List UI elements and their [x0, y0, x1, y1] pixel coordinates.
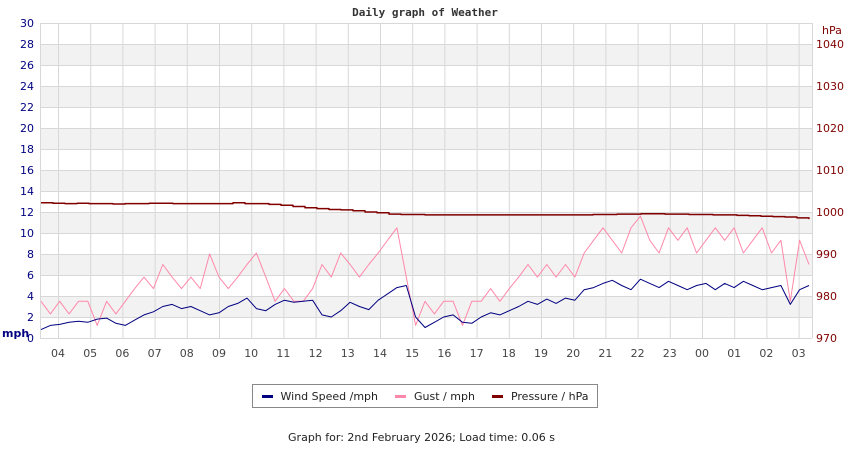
svg-text:24: 24 [20, 80, 34, 93]
svg-text:20: 20 [566, 347, 580, 360]
legend-item-pressure: Pressure / hPa [491, 389, 589, 403]
svg-text:18: 18 [20, 143, 34, 156]
right-axis-label: hPa [822, 24, 842, 37]
svg-text:1000: 1000 [816, 206, 844, 219]
svg-text:22: 22 [20, 101, 34, 114]
legend-label-wind: Wind Speed /mph [280, 389, 379, 403]
horizontal-gridlines [40, 23, 812, 339]
svg-text:26: 26 [20, 59, 34, 72]
svg-text:18: 18 [502, 347, 516, 360]
svg-text:980: 980 [816, 290, 837, 303]
svg-text:04: 04 [51, 347, 65, 360]
svg-text:12: 12 [20, 206, 34, 219]
svg-text:2: 2 [27, 311, 34, 324]
svg-text:14: 14 [20, 185, 34, 198]
svg-text:01: 01 [727, 347, 741, 360]
svg-text:1040: 1040 [816, 38, 844, 51]
data-series [40, 202, 810, 331]
svg-text:14: 14 [373, 347, 387, 360]
svg-text:0: 0 [27, 332, 34, 345]
chart-title: Daily graph of Weather [352, 6, 498, 19]
legend-swatch-wind [261, 394, 273, 398]
svg-text:8: 8 [27, 248, 34, 261]
svg-text:12: 12 [309, 347, 323, 360]
svg-text:02: 02 [759, 347, 773, 360]
left-axis-label: mph [2, 327, 29, 340]
svg-text:16: 16 [20, 164, 34, 177]
svg-text:1010: 1010 [816, 164, 844, 177]
svg-text:970: 970 [816, 332, 837, 345]
vertical-gridlines [40, 23, 813, 338]
svg-text:09: 09 [212, 347, 226, 360]
svg-text:21: 21 [598, 347, 612, 360]
legend-item-gust: Gust / mph [395, 390, 475, 403]
grid-bands [40, 44, 812, 317]
svg-text:10: 10 [20, 227, 34, 240]
svg-text:00: 00 [695, 347, 709, 360]
legend-label-pressure: Pressure / hPa [510, 389, 589, 403]
svg-text:16: 16 [437, 347, 451, 360]
svg-text:15: 15 [405, 347, 419, 360]
svg-text:08: 08 [180, 347, 194, 360]
right-axis-ticks: 970 980 990 1000 1010 1020 1030 1040 [816, 38, 844, 345]
svg-text:03: 03 [792, 347, 806, 360]
svg-text:19: 19 [534, 347, 548, 360]
svg-text:13: 13 [341, 347, 355, 360]
svg-text:1020: 1020 [816, 122, 844, 135]
legend: Wind Speed /mph Gust / mph Pressure / hP… [252, 384, 598, 408]
svg-text:07: 07 [148, 347, 162, 360]
svg-text:30: 30 [20, 17, 34, 30]
svg-text:990: 990 [816, 248, 837, 261]
svg-text:28: 28 [20, 38, 34, 51]
svg-text:23: 23 [663, 347, 677, 360]
svg-text:22: 22 [631, 347, 645, 360]
svg-text:4: 4 [27, 290, 34, 303]
svg-text:05: 05 [83, 347, 97, 360]
footer-status: Graph for: 2nd February 2026; Load time:… [288, 431, 555, 444]
legend-item-wind: Wind Speed /mph [261, 389, 379, 403]
legend-swatch-pressure [491, 394, 503, 398]
svg-text:6: 6 [27, 269, 34, 282]
svg-text:1030: 1030 [816, 80, 844, 93]
svg-text:20: 20 [20, 122, 34, 135]
x-axis-ticks: 04 05 06 07 08 09 10 11 12 13 14 15 16 17 18 19 20 21 22 23… [51, 347, 806, 360]
svg-text:06: 06 [115, 347, 129, 360]
svg-text:10: 10 [244, 347, 258, 360]
svg-text:17: 17 [470, 347, 484, 360]
svg-text:11: 11 [276, 347, 290, 360]
legend-swatch-gust [395, 394, 407, 398]
legend-label-gust: Gust / mph [414, 389, 475, 403]
